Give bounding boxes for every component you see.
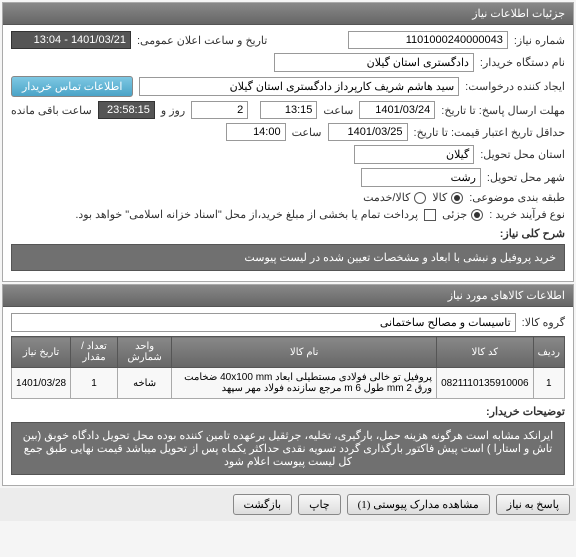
col-qty: تعداد / مقدار	[71, 337, 118, 368]
col-unit: واحد شمارش	[117, 337, 171, 368]
province-label: استان محل تحویل:	[480, 148, 565, 161]
cell-name: پروفیل تو خالی فولادی مستطیلی ابعاد 40x1…	[172, 368, 437, 399]
deadline-date: 1401/03/24	[359, 101, 435, 119]
bottom-bar: پاسخ به نیاز مشاهده مدارک پیوستی (1) چاپ…	[0, 488, 576, 521]
goods-title: اطلاعات کالاهای مورد نیاز	[3, 285, 573, 307]
province-field: گیلان	[354, 145, 474, 164]
radio-service-group[interactable]: کالا/خدمت	[363, 191, 426, 204]
row-process: نوع فرآیند خرید : جزئی پرداخت تمام یا بخ…	[11, 208, 565, 221]
col-name: نام کالا	[172, 337, 437, 368]
table-row[interactable]: 1 0821110135910006 پروفیل تو خالی فولادی…	[12, 368, 565, 399]
radio-service-label: کالا/خدمت	[363, 191, 410, 204]
cell-unit: شاخه	[117, 368, 171, 399]
row-group: گروه کالا: تاسیسات و مصالح ساختمانی	[11, 313, 565, 332]
reply-button[interactable]: پاسخ به نیاز	[496, 494, 570, 515]
goods-table: ردیف کد کالا نام کالا واحد شمارش تعداد /…	[11, 336, 565, 399]
radio-partial[interactable]	[471, 209, 483, 221]
col-date: تاریخ نیاز	[12, 337, 71, 368]
category-label: طبقه بندی موضوعی:	[469, 191, 565, 204]
panel-title: جزئیات اطلاعات نیاز	[3, 3, 573, 25]
buyer-note-box: ایرانکد مشابه است هرگونه هزینه حمل، بارگ…	[11, 422, 565, 475]
need-desc-wrap: شرح کلی نیاز: خرید پروفیل و نبشی با ابعا…	[11, 227, 565, 271]
row-buyer: نام دستگاه خریدار: دادگستری استان گیلان	[11, 53, 565, 72]
radio-goods-group[interactable]: کالا	[432, 191, 463, 204]
row-province: استان محل تحویل: گیلان	[11, 145, 565, 164]
goods-panel: اطلاعات کالاهای مورد نیاز گروه کالا: تاس…	[2, 284, 574, 486]
radio-service[interactable]	[414, 192, 426, 204]
deadline-time: 13:15	[260, 101, 317, 119]
requester-label: ایجاد کننده درخواست:	[465, 80, 565, 93]
requester-field: سید هاشم شریف کارپرداز دادگستری استان گی…	[139, 77, 459, 96]
remaining-label: ساعت باقی مانده	[11, 104, 92, 117]
row-requester: ایجاد کننده درخواست: سید هاشم شریف کارپر…	[11, 76, 565, 97]
need-no-label: شماره نیاز:	[514, 34, 565, 47]
cell-idx: 1	[533, 368, 564, 399]
remaining-time: 23:58:15	[98, 101, 155, 119]
radio-partial-group[interactable]: جزئی	[442, 208, 483, 221]
col-code: کد کالا	[437, 337, 534, 368]
row-category: طبقه بندی موضوعی: کالا کالا/خدمت	[11, 191, 565, 204]
group-field: تاسیسات و مصالح ساختمانی	[11, 313, 516, 332]
announce-label: تاریخ و ساعت اعلان عمومی:	[137, 34, 267, 47]
city-field: رشت	[361, 168, 481, 187]
need-no-field: 1101000240000043	[348, 31, 508, 49]
cell-code: 0821110135910006	[437, 368, 534, 399]
need-desc-label: شرح کلی نیاز:	[500, 228, 565, 240]
goods-body: گروه کالا: تاسیسات و مصالح ساختمانی ردیف…	[3, 307, 573, 485]
need-desc-box: خرید پروفیل و نبشی با ابعاد و مشخصات تعی…	[11, 244, 565, 271]
radio-goods-label: کالا	[432, 191, 447, 204]
contact-buyer-button[interactable]: اطلاعات تماس خریدار	[11, 76, 133, 97]
back-button[interactable]: بازگشت	[233, 494, 293, 515]
time-label-2: ساعت	[292, 126, 322, 139]
process-label: نوع فرآیند خرید :	[489, 208, 565, 221]
cell-date: 1401/03/28	[12, 368, 71, 399]
buyer-note-wrap: توضیحات خریدار: ایرانکد مشابه است هرگونه…	[11, 405, 565, 475]
buyer-field: دادگستری استان گیلان	[274, 53, 474, 72]
day-label: روز و	[161, 104, 185, 117]
time-label-1: ساعت	[323, 104, 353, 117]
row-min-valid: حداقل تاریخ اعتبار قیمت: تا تاریخ: 1401/…	[11, 123, 565, 141]
city-label: شهر محل تحویل:	[487, 171, 565, 184]
treasury-checkbox[interactable]	[424, 209, 436, 221]
cell-qty: 1	[71, 368, 118, 399]
buyer-note-label: توضیحات خریدار:	[486, 406, 565, 418]
attachments-button[interactable]: مشاهده مدارک پیوستی (1)	[347, 494, 490, 515]
details-body: شماره نیاز: 1101000240000043 تاریخ و ساع…	[3, 25, 573, 281]
row-need-no: شماره نیاز: 1101000240000043 تاریخ و ساع…	[11, 31, 565, 49]
min-valid-date: 1401/03/25	[328, 123, 408, 141]
announce-field: 1401/03/21 - 13:04	[11, 31, 131, 49]
radio-goods[interactable]	[451, 192, 463, 204]
table-header-row: ردیف کد کالا نام کالا واحد شمارش تعداد /…	[12, 337, 565, 368]
main-panel: جزئیات اطلاعات نیاز شماره نیاز: 11010002…	[2, 2, 574, 282]
group-label: گروه کالا:	[522, 316, 565, 329]
row-city: شهر محل تحویل: رشت	[11, 168, 565, 187]
radio-partial-label: جزئی	[442, 208, 467, 221]
col-row: ردیف	[533, 337, 564, 368]
min-valid-time: 14:00	[226, 123, 286, 141]
days-field: 2	[191, 101, 248, 119]
min-valid-label: حداقل تاریخ اعتبار قیمت: تا تاریخ:	[414, 126, 565, 139]
deadline-label: مهلت ارسال پاسخ: تا تاریخ:	[441, 104, 565, 117]
row-deadline: مهلت ارسال پاسخ: تا تاریخ: 1401/03/24 سا…	[11, 101, 565, 119]
process-note: پرداخت تمام یا بخشی از مبلغ خرید،از محل …	[75, 208, 418, 221]
buyer-label: نام دستگاه خریدار:	[480, 56, 565, 69]
print-button[interactable]: چاپ	[298, 494, 341, 515]
